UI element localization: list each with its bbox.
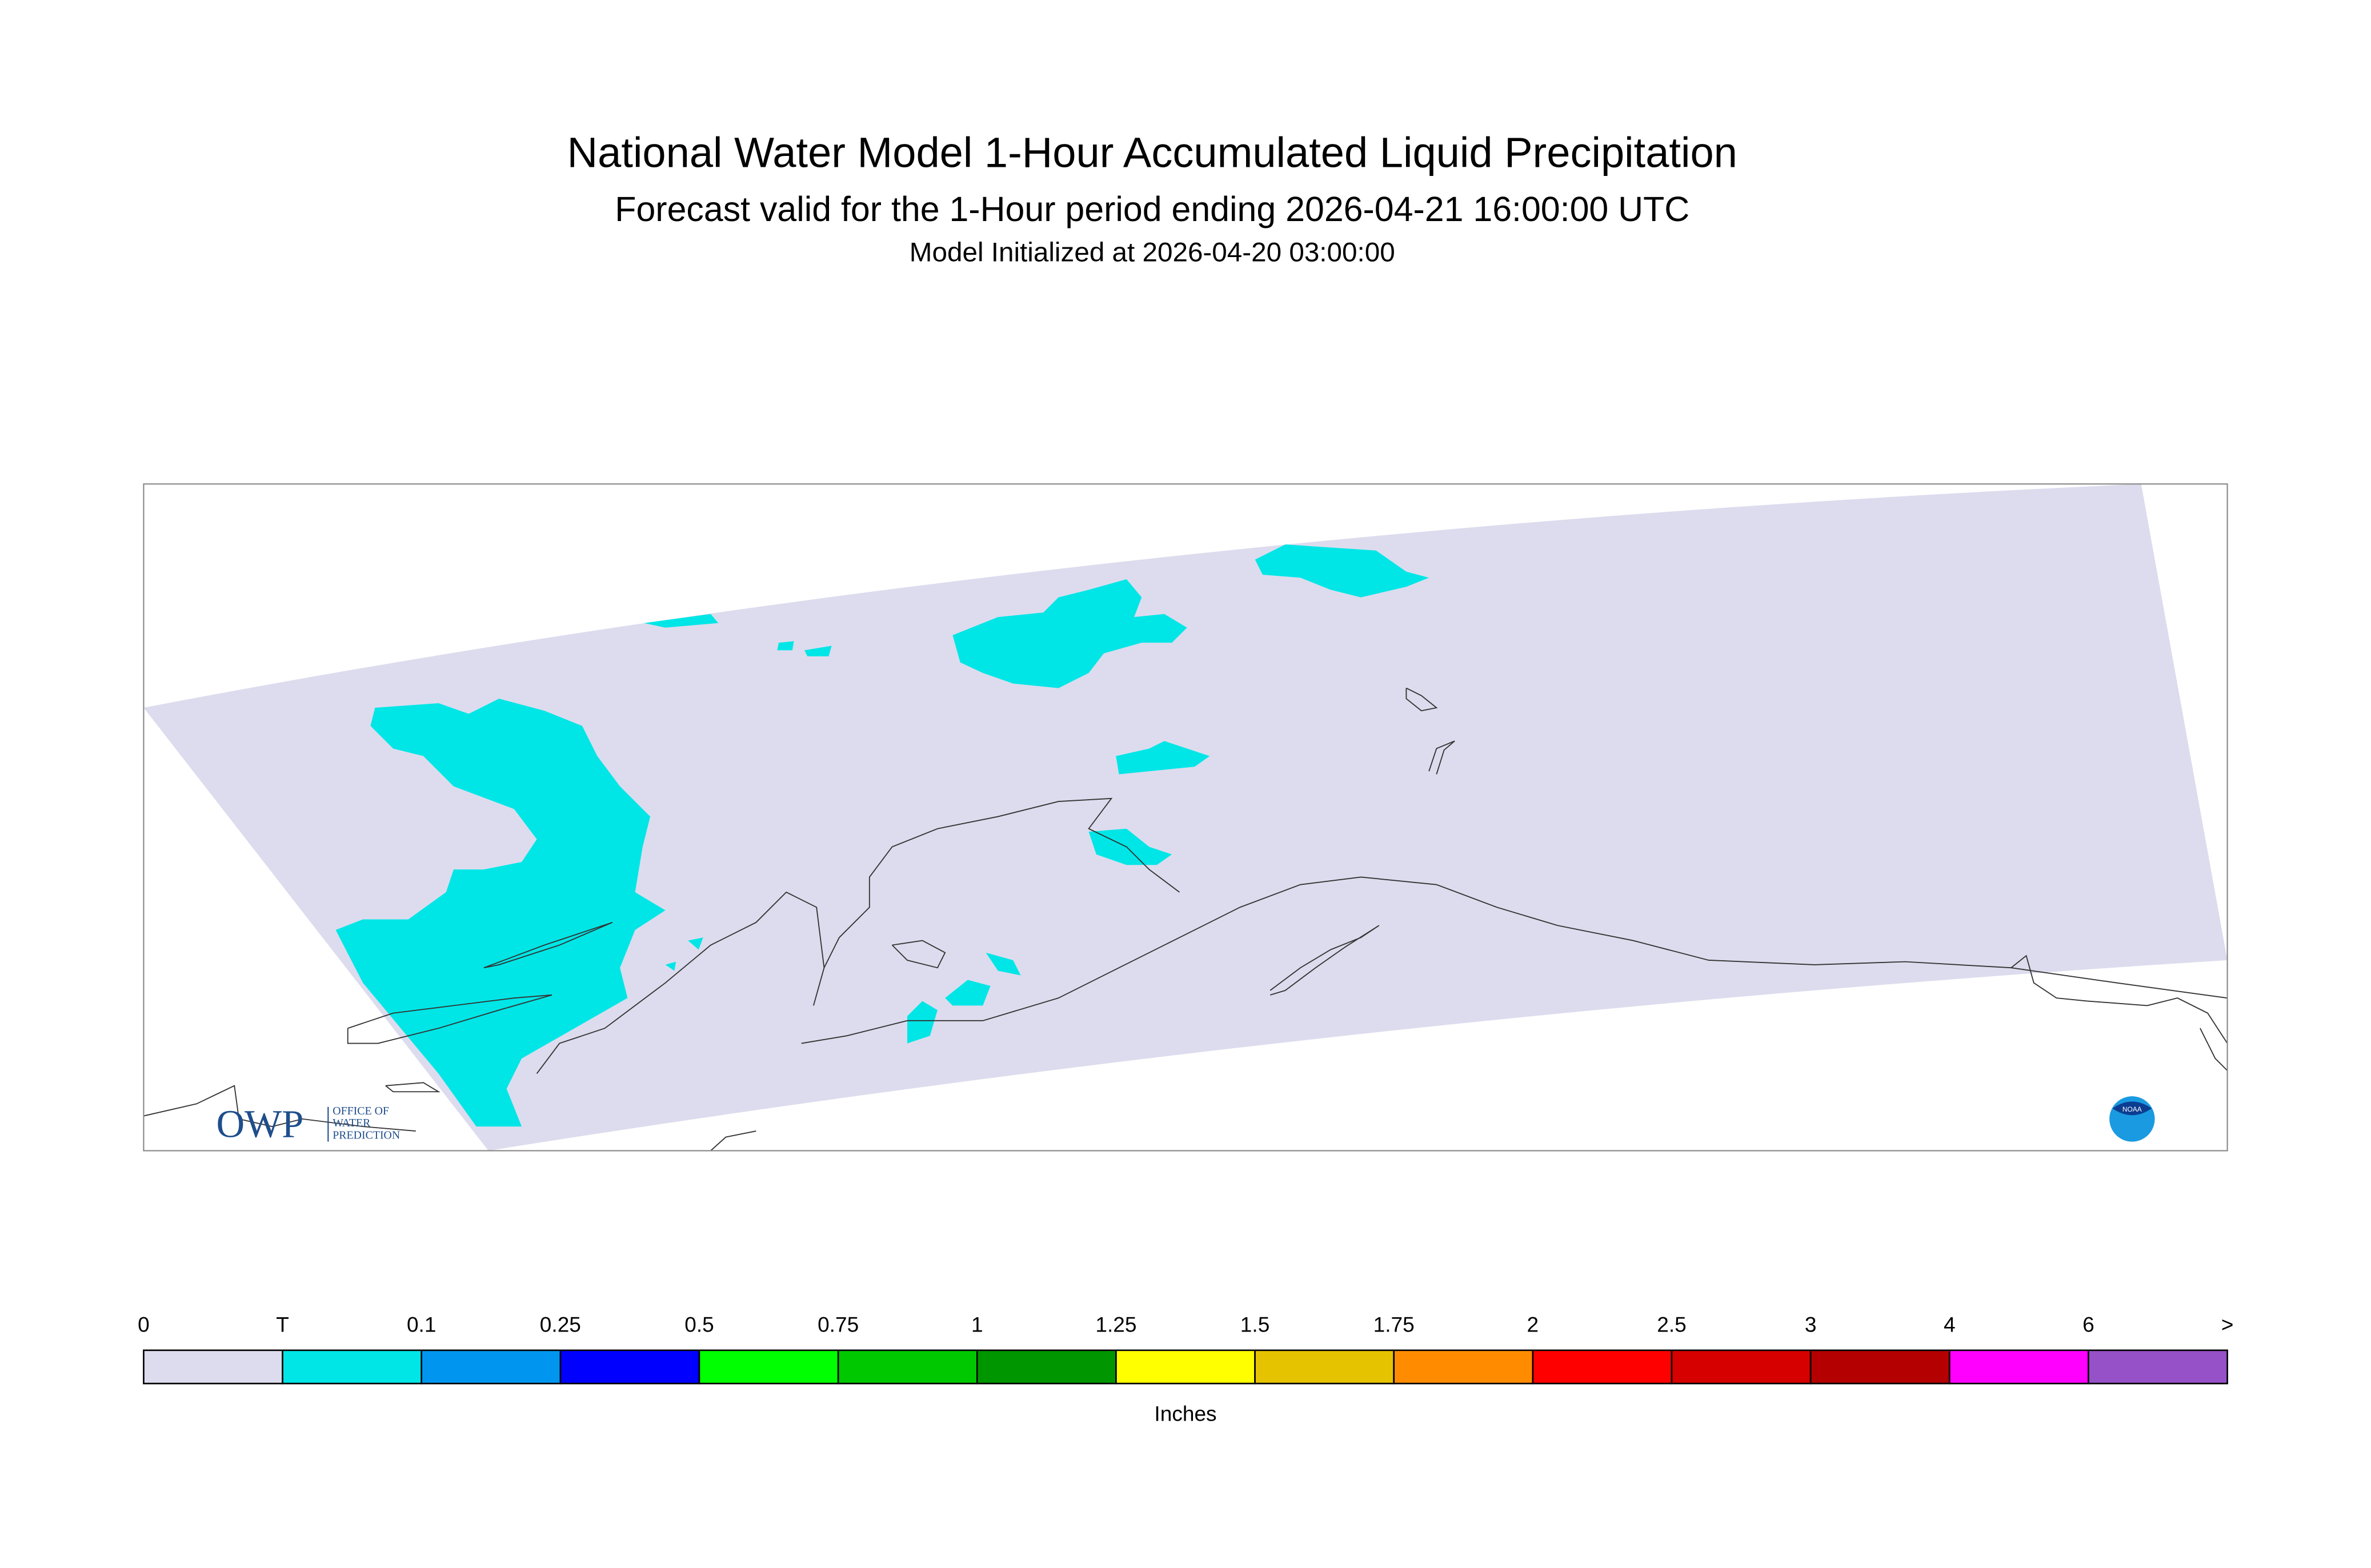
legend-swatch [1115,1349,1256,1385]
legend-swatch [1532,1349,1673,1385]
init-time: Model Initialized at 2026-04-20 03:00:00 [910,238,1395,268]
legend-label: T [276,1312,289,1336]
owp-logo: OWP OFFICE OF WATER PREDICTION [216,1102,400,1146]
legend-swatch [1671,1349,1812,1385]
noaa-logo: NOAA [2109,1096,2155,1142]
legend-label: 0.75 [818,1312,859,1336]
legend-label: 0.5 [684,1312,714,1336]
legend-swatch [143,1349,283,1385]
legend-swatch [1254,1349,1395,1385]
legend-swatch [420,1349,562,1385]
owp-text: OFFICE OF [333,1105,389,1117]
legend-swatch [2088,1349,2228,1385]
coastlines [143,687,2228,1151]
owp-mark: OWP [216,1102,303,1146]
map-frame [143,483,2228,1152]
title: National Water Model 1-Hour Accumulated … [567,129,1737,177]
legend-label: 1.25 [1095,1312,1136,1336]
map: OWP OFFICE OF WATER PREDICTION NOAA [143,483,2228,1152]
precip-areas [335,544,1429,1127]
legend-label: 3 [1805,1312,1817,1336]
legend-swatch [1948,1349,2089,1385]
legend-label: > [2221,1312,2234,1336]
legend-swatch [837,1349,978,1385]
legend-label: 0.25 [540,1312,581,1336]
owp-text: WATER [333,1117,371,1129]
color-legend: Inches 0 T 0.1 0.25 0.5 0.75 1 1.25 1.5 1.75 2 2.5 3… [138,1312,2233,1425]
legend-swatch [698,1349,839,1385]
legend-label: 1.5 [1240,1312,1270,1336]
noaa-text: NOAA [2122,1105,2142,1113]
legend-label: 2 [1527,1312,1539,1336]
legend-swatch [559,1349,700,1385]
legend-unit: Inches [1154,1401,1216,1425]
legend-swatch [976,1349,1117,1385]
subtitle: Forecast valid for the 1-Hour period end… [615,190,1689,228]
legend-swatch [282,1349,423,1385]
legend-label: 1.75 [1373,1312,1415,1336]
legend-label: 4 [1944,1312,1956,1336]
legend-swatch [1809,1349,1951,1385]
legend-label: 6 [2082,1312,2094,1336]
owp-text: PREDICTION [333,1129,400,1141]
legend-label: 0 [138,1312,150,1336]
legend-label: 0.1 [407,1312,436,1336]
legend-label: 2.5 [1657,1312,1687,1336]
legend-swatch [1393,1349,1534,1385]
legend-label: 1 [971,1312,983,1336]
